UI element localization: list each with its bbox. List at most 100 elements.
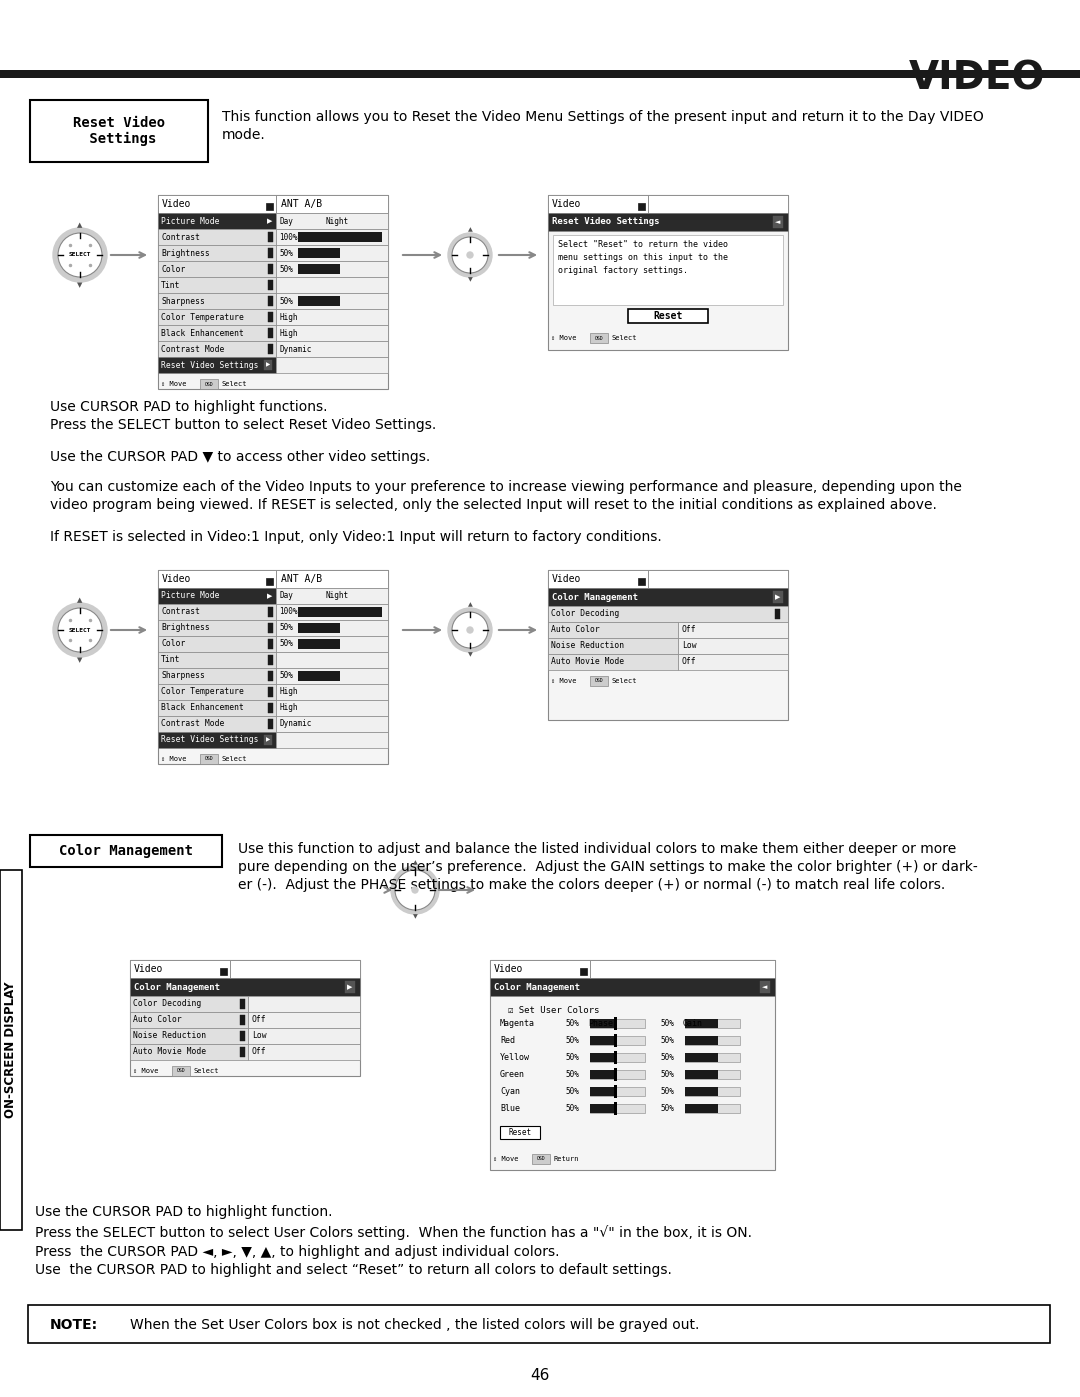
Bar — [268, 655, 273, 665]
Bar — [158, 309, 276, 326]
Text: Video: Video — [162, 198, 191, 210]
Text: Contrast: Contrast — [161, 608, 200, 616]
Bar — [773, 591, 783, 604]
Text: Noise Reduction: Noise Reduction — [133, 1031, 206, 1041]
Bar — [276, 229, 388, 244]
Bar — [775, 609, 780, 619]
Text: 50%: 50% — [660, 1037, 674, 1045]
Bar — [240, 1031, 245, 1041]
Text: Select: Select — [221, 756, 246, 761]
Text: 100%: 100% — [279, 608, 297, 616]
Bar — [276, 244, 388, 261]
Bar — [268, 279, 273, 291]
Text: ▶: ▶ — [775, 594, 781, 599]
Bar — [158, 636, 276, 652]
Bar — [685, 1070, 718, 1078]
Text: 50%: 50% — [279, 264, 293, 274]
Text: ⇕ Move: ⇕ Move — [161, 756, 187, 761]
Bar — [298, 638, 340, 650]
Text: Use CURSOR PAD to highlight functions.: Use CURSOR PAD to highlight functions. — [50, 400, 327, 414]
Bar — [158, 652, 276, 668]
Text: Color Decoding: Color Decoding — [551, 609, 619, 619]
Text: ▼: ▼ — [468, 652, 472, 658]
Bar — [276, 717, 388, 732]
Circle shape — [448, 233, 492, 277]
Bar — [298, 249, 340, 258]
Bar — [0, 870, 22, 1229]
Text: Low: Low — [252, 1031, 267, 1041]
Circle shape — [395, 870, 435, 909]
Bar — [590, 1087, 615, 1097]
Bar — [268, 623, 273, 633]
Bar — [548, 622, 678, 638]
Bar — [130, 996, 248, 1011]
Bar — [172, 1066, 190, 1076]
Bar — [590, 1087, 645, 1097]
Bar — [130, 978, 360, 996]
Text: Contrast Mode: Contrast Mode — [161, 345, 225, 353]
Text: 50%: 50% — [565, 1018, 579, 1028]
Bar — [268, 671, 273, 680]
Text: Auto Color: Auto Color — [133, 1016, 181, 1024]
Circle shape — [453, 237, 488, 272]
Text: Color Management: Color Management — [59, 844, 193, 858]
Bar — [638, 203, 645, 210]
Text: Phase: Phase — [588, 1020, 613, 1028]
Text: Day: Day — [280, 217, 294, 225]
Bar — [158, 570, 276, 588]
Text: Cyan: Cyan — [500, 1087, 519, 1097]
Bar — [276, 277, 388, 293]
Text: Red: Red — [500, 1037, 515, 1045]
Circle shape — [53, 228, 107, 282]
Bar — [685, 1104, 718, 1113]
Text: ⇕ Move: ⇕ Move — [551, 335, 577, 341]
Bar — [268, 703, 273, 712]
Text: ▶: ▶ — [266, 738, 270, 742]
Bar — [276, 358, 388, 373]
Bar — [298, 623, 340, 633]
Text: ▼: ▼ — [468, 278, 472, 282]
Bar — [268, 249, 273, 258]
Text: Color Management: Color Management — [134, 982, 220, 992]
Text: Reset: Reset — [653, 312, 683, 321]
Text: Picture Mode: Picture Mode — [161, 217, 219, 225]
Bar — [548, 588, 788, 606]
Bar — [648, 196, 788, 212]
Bar — [298, 671, 340, 680]
Text: Day: Day — [280, 591, 294, 601]
Text: Select: Select — [221, 381, 246, 387]
Bar — [685, 1104, 740, 1113]
Bar — [28, 1305, 1050, 1343]
Text: ⇕ Move: ⇕ Move — [133, 1067, 159, 1074]
Text: ◄: ◄ — [762, 983, 768, 990]
Text: Auto Movie Mode: Auto Movie Mode — [551, 658, 624, 666]
Text: Video: Video — [552, 198, 581, 210]
Text: 50%: 50% — [279, 640, 293, 648]
Bar — [158, 293, 276, 309]
Bar — [548, 654, 678, 671]
Text: This function allows you to Reset the Video Menu Settings of the present input a: This function allows you to Reset the Vi… — [222, 110, 984, 124]
Bar — [276, 293, 388, 309]
Bar — [240, 1016, 245, 1025]
Bar — [276, 700, 388, 717]
Text: Select "Reset" to return the video
menu settings on this input to the
original f: Select "Reset" to return the video menu … — [558, 240, 728, 275]
Bar — [613, 1017, 617, 1030]
Text: ⇕ Move: ⇕ Move — [551, 678, 577, 685]
Text: 46: 46 — [530, 1368, 550, 1383]
Bar — [158, 326, 276, 341]
Text: Select: Select — [611, 335, 636, 341]
Bar — [158, 341, 276, 358]
Text: ▶: ▶ — [266, 362, 270, 367]
Text: OSD: OSD — [205, 381, 214, 387]
Text: ANT A/B: ANT A/B — [281, 198, 322, 210]
Text: Tint: Tint — [161, 655, 180, 665]
Text: Press the SELECT button to select User Colors setting.  When the function has a : Press the SELECT button to select User C… — [35, 1225, 752, 1239]
Bar — [268, 687, 273, 697]
Text: OSD: OSD — [205, 757, 214, 761]
Bar — [276, 212, 388, 229]
Circle shape — [453, 612, 488, 648]
Text: Press the SELECT button to select Reset Video Settings.: Press the SELECT button to select Reset … — [50, 418, 436, 432]
Bar — [590, 332, 608, 344]
Bar — [158, 196, 276, 212]
Text: Black Enhancement: Black Enhancement — [161, 328, 244, 338]
